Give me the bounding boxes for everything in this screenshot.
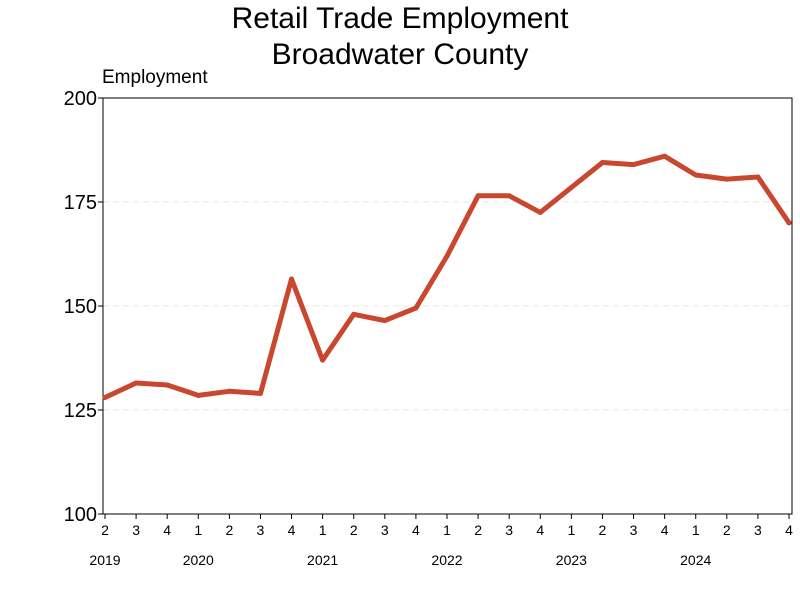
x-tick-label: 2 xyxy=(225,522,233,538)
data-point xyxy=(599,159,605,165)
data-point xyxy=(164,382,170,388)
data-point xyxy=(133,380,139,386)
data-point xyxy=(195,392,201,398)
data-point xyxy=(537,209,543,215)
x-tick-label: 2 xyxy=(101,522,109,538)
x-tick-label: 3 xyxy=(257,522,265,538)
x-tick-label: 4 xyxy=(288,522,296,538)
x-tick-label: 3 xyxy=(630,522,638,538)
x-tick-label: 4 xyxy=(412,522,420,538)
x-tick-label: 4 xyxy=(785,522,793,538)
x-tick-label: 3 xyxy=(132,522,140,538)
data-point xyxy=(289,276,295,282)
x-tick-label: 2 xyxy=(723,522,731,538)
x-tick-label: 4 xyxy=(163,522,171,538)
year-label: 2024 xyxy=(680,552,711,568)
data-point xyxy=(724,176,730,182)
data-point xyxy=(568,184,574,190)
data-point xyxy=(382,318,388,324)
data-point xyxy=(693,172,699,178)
y-tick-label: 200 xyxy=(64,88,97,110)
data-point xyxy=(662,153,668,159)
data-point xyxy=(506,193,512,199)
chart-subtitle: Broadwater County xyxy=(271,38,529,71)
data-point xyxy=(755,174,761,180)
year-label: 2020 xyxy=(183,552,214,568)
x-tick-label: 2 xyxy=(350,522,358,538)
y-axis-label: Employment xyxy=(102,67,208,88)
x-tick-label: 3 xyxy=(505,522,513,538)
data-point xyxy=(413,305,419,311)
data-point xyxy=(320,357,326,363)
y-tick-label: 150 xyxy=(64,296,97,318)
data-point xyxy=(786,220,792,226)
x-tick-label: 3 xyxy=(381,522,389,538)
series-line xyxy=(102,153,792,400)
year-label: 2021 xyxy=(307,552,338,568)
x-tick-label: 4 xyxy=(661,522,669,538)
data-point xyxy=(475,193,481,199)
data-point xyxy=(257,390,263,396)
y-tick-label: 100 xyxy=(64,504,97,526)
x-tick-label: 2 xyxy=(599,522,607,538)
x-tick-label: 1 xyxy=(319,522,327,538)
data-point xyxy=(351,311,357,317)
x-tick-label: 1 xyxy=(692,522,700,538)
data-point xyxy=(444,253,450,259)
y-tick-label: 175 xyxy=(64,192,97,214)
x-tick-label: 3 xyxy=(754,522,762,538)
data-point xyxy=(631,162,637,168)
data-point xyxy=(102,395,108,401)
x-tick-label: 4 xyxy=(536,522,544,538)
year-label: 2019 xyxy=(89,552,120,568)
y-tick-label: 125 xyxy=(64,400,97,422)
year-label: 2022 xyxy=(431,552,462,568)
year-label: 2023 xyxy=(556,552,587,568)
x-tick-label: 2 xyxy=(474,522,482,538)
chart-title: Retail Trade Employment xyxy=(231,2,569,35)
x-tick-label: 1 xyxy=(194,522,202,538)
data-point xyxy=(226,388,232,394)
x-tick-label: 1 xyxy=(567,522,575,538)
x-tick-label: 1 xyxy=(443,522,451,538)
